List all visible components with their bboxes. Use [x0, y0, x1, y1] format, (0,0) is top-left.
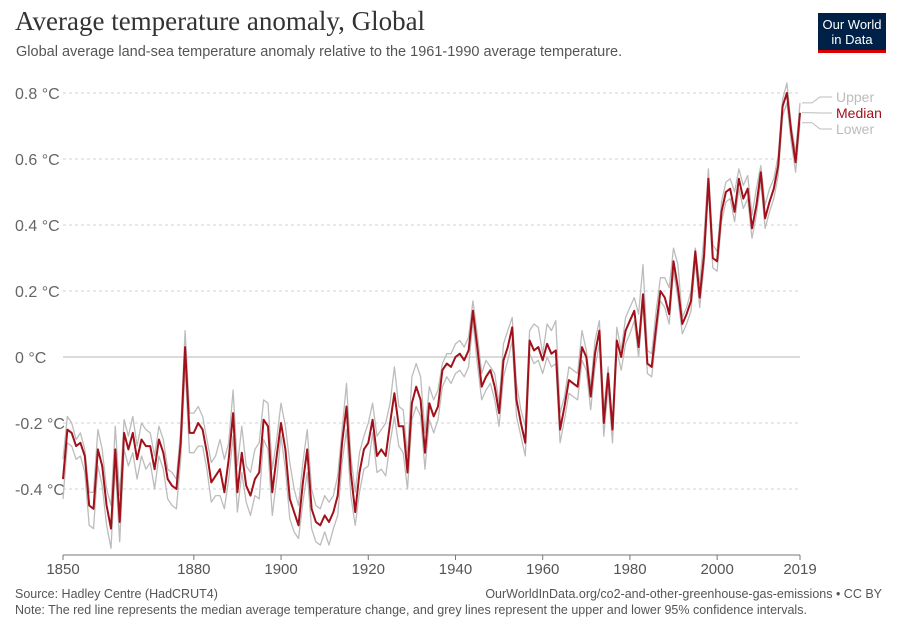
source-note: Source: Hadley Centre (HadCRUT4) — [15, 587, 218, 601]
chart-title: Average temperature anomaly, Global — [15, 6, 426, 36]
logo-line-2: in Data — [831, 32, 873, 47]
x-axis-ticks: 1850 1880 1900 1920 1940 1960 1980 2000 2019 — [46, 554, 817, 578]
x-tick-label: 1880 — [177, 561, 210, 578]
logo-accent-bar — [818, 50, 886, 53]
y-tick-label: 0.2 °C — [15, 284, 60, 301]
logo-line-1: Our World — [822, 17, 882, 32]
legend-connector-lower — [802, 122, 832, 130]
x-tick-label: 1980 — [613, 561, 646, 578]
x-tick-label: 1960 — [526, 561, 559, 578]
y-tick-label: -0.2 °C — [15, 416, 65, 433]
chart-grid — [63, 92, 800, 490]
y-tick-label: 0.8 °C — [15, 86, 60, 103]
x-tick-label: 1940 — [439, 561, 472, 578]
x-tick-label: 2019 — [783, 561, 816, 578]
series-line-median — [62, 92, 801, 530]
x-tick-label: 1850 — [46, 561, 79, 578]
legend-connector-upper — [802, 96, 832, 104]
series-line-lower — [62, 102, 801, 550]
source-link[interactable]: OurWorldInData.org/co2-and-other-greenho… — [485, 587, 882, 601]
y-axis-ticks: 0.8 °C 0.6 °C 0.4 °C 0.2 °C 0 °C -0.2 °C -0.4 … — [15, 86, 65, 499]
y-tick-label: 0.4 °C — [15, 218, 60, 235]
legend-label-upper: Upper — [836, 89, 874, 105]
legend-label-median: Median — [836, 105, 882, 121]
y-tick-label: -0.4 °C — [15, 482, 65, 499]
y-tick-label: 0 °C — [15, 350, 46, 367]
y-tick-label: 0.6 °C — [15, 152, 60, 169]
chart-lines — [62, 82, 801, 550]
x-tick-label: 2000 — [700, 561, 733, 578]
series-line-upper — [62, 82, 801, 510]
x-tick-label: 1900 — [264, 561, 297, 578]
chart-note: Note: The red line represents the median… — [15, 603, 807, 617]
x-tick-label: 1920 — [352, 561, 385, 578]
owid-logo[interactable]: Our World in Data — [818, 13, 886, 53]
chart-subtitle: Global average land-sea temperature anom… — [16, 44, 623, 60]
legend-label-lower: Lower — [836, 121, 874, 137]
temperature-chart: 0.8 °C 0.6 °C 0.4 °C 0.2 °C 0 °C -0.2 °C -0.4 … — [15, 82, 882, 578]
